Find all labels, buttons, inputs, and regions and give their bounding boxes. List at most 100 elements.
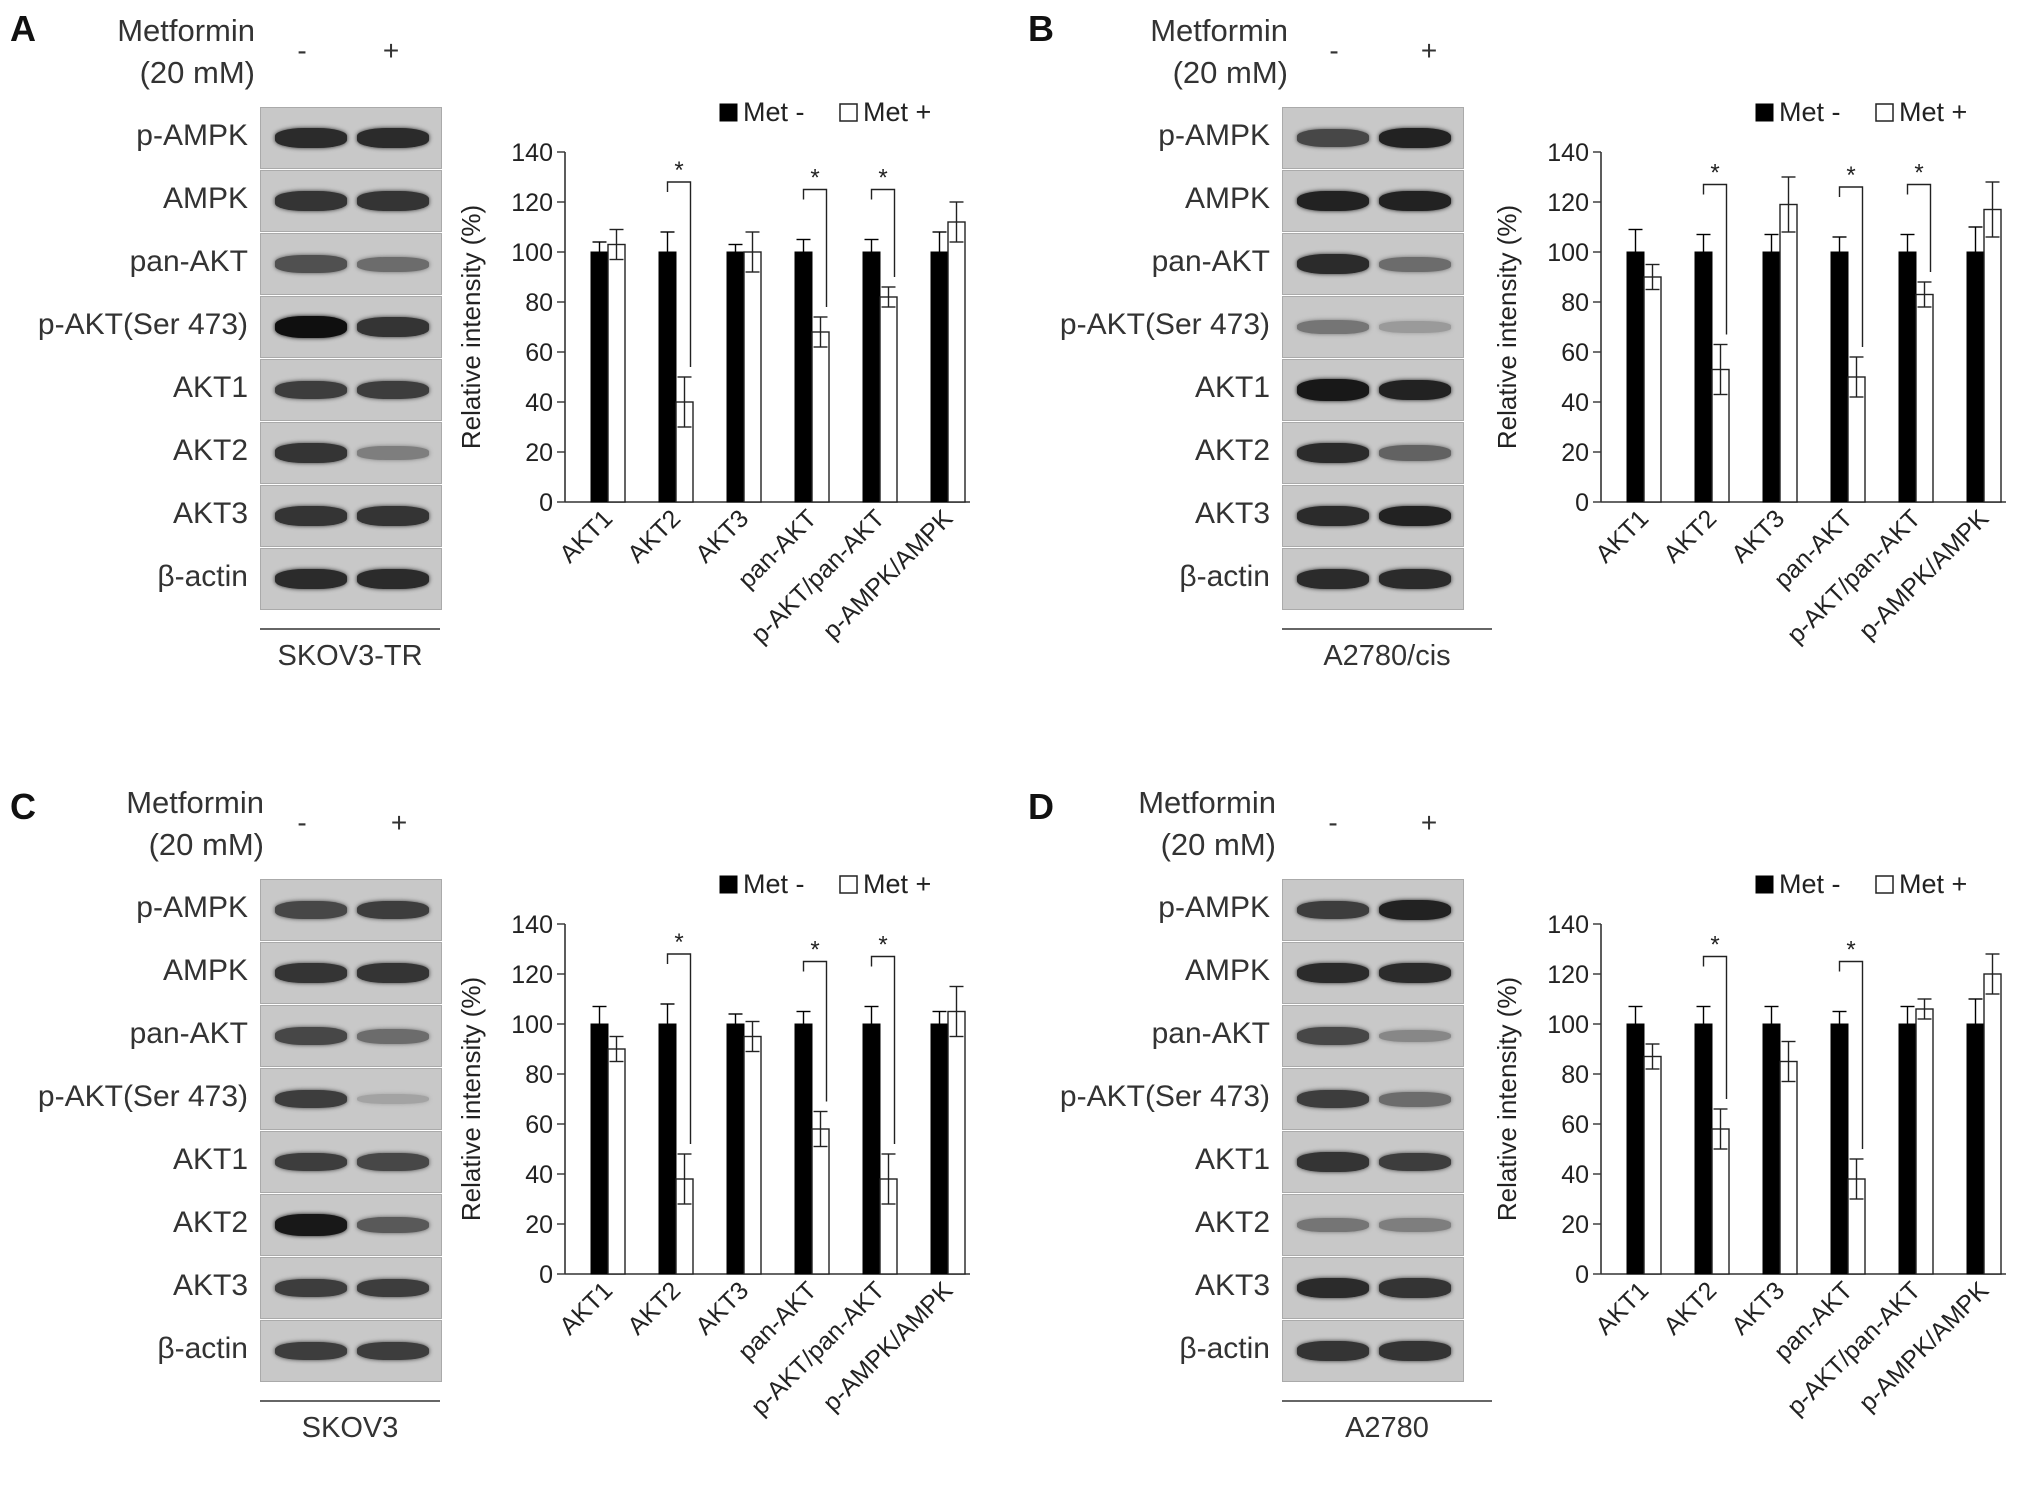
y-tick-label: 120 xyxy=(1547,961,1589,989)
band-control xyxy=(275,191,347,211)
protein-label: pan-AKT xyxy=(1151,245,1270,278)
y-tick-label: 40 xyxy=(1561,389,1589,417)
bar-met-minus xyxy=(1830,1023,1849,1275)
treatment-name: Metformin xyxy=(1138,785,1276,820)
band-control xyxy=(275,1214,347,1236)
legend-label: Met - xyxy=(743,97,805,127)
significance-star: * xyxy=(1710,160,1719,187)
treatment-dose: (20 mM) xyxy=(139,55,255,90)
band-metformin xyxy=(357,1278,429,1298)
y-tick-label: 140 xyxy=(511,139,553,167)
blot-row xyxy=(260,879,442,941)
treatment-label: Metformin (20 mM) xyxy=(64,782,264,866)
cell-line-label: SKOV3 xyxy=(301,1412,399,1444)
blot-row xyxy=(1282,1131,1464,1193)
bar-met-plus xyxy=(1983,208,2002,503)
y-tick-label: 40 xyxy=(525,389,553,417)
bar-met-plus xyxy=(1779,203,1798,503)
y-tick-label: 80 xyxy=(525,1061,553,1089)
band-control xyxy=(275,1278,347,1298)
bar-chart: Met - Met + 0 20 40 60 80 100 120 140 Relative int… xyxy=(456,97,970,649)
protein-label: AKT1 xyxy=(172,371,248,404)
y-tick-label: 60 xyxy=(525,1111,553,1139)
band-control xyxy=(1297,1089,1369,1109)
x-tick-label: AKT1 xyxy=(554,1276,618,1340)
y-tick-label: 0 xyxy=(1575,489,1589,517)
protein-label: AKT3 xyxy=(1194,497,1270,530)
band-metformin xyxy=(1379,1152,1451,1172)
y-tick-label: 120 xyxy=(511,961,553,989)
band-metformin xyxy=(1379,445,1451,461)
panel-letter: C xyxy=(10,786,36,827)
bar-met-minus xyxy=(1898,1023,1917,1275)
legend-swatch-met-minus xyxy=(1755,103,1774,122)
blot-row xyxy=(260,1320,442,1382)
bar-met-plus xyxy=(1983,973,2002,1275)
protein-label: AKT1 xyxy=(172,1143,248,1176)
y-tick-label: 140 xyxy=(511,911,553,939)
blot-row xyxy=(260,1257,442,1319)
bar-met-minus xyxy=(1966,251,1985,503)
protein-label: β-actin xyxy=(157,1332,248,1365)
significance-bracket xyxy=(870,955,896,1144)
bar-met-plus xyxy=(811,1128,830,1275)
blot-row xyxy=(1282,233,1464,295)
significance-bracket xyxy=(1838,960,1864,1149)
bar-met-plus xyxy=(1915,1008,1934,1275)
band-metformin xyxy=(357,446,429,460)
plus-sign: + xyxy=(1420,35,1438,66)
bar-met-plus xyxy=(1711,1128,1730,1275)
blot-row xyxy=(1282,170,1464,232)
bar-met-plus xyxy=(1915,293,1934,503)
panel-letter: D xyxy=(1028,786,1054,827)
x-tick-label: AKT2 xyxy=(622,504,686,568)
bar-met-plus xyxy=(743,251,762,503)
treatment-label: Metformin (20 mM) xyxy=(55,10,255,94)
blot-row xyxy=(1282,422,1464,484)
y-tick-label: 20 xyxy=(525,1211,553,1239)
blot-row xyxy=(1282,1005,1464,1067)
significance-star: * xyxy=(878,932,887,959)
protein-label: AKT1 xyxy=(1194,371,1270,404)
bar-met-minus xyxy=(930,251,949,503)
treatment-name: Metformin xyxy=(117,13,255,48)
band-metformin xyxy=(357,1028,429,1044)
protein-label: AKT2 xyxy=(1194,434,1270,467)
legend-label: Met + xyxy=(863,869,931,899)
band-metformin xyxy=(1379,505,1451,527)
band-control xyxy=(1297,900,1369,920)
blot-row xyxy=(260,233,442,295)
bar-met-minus xyxy=(1694,1023,1713,1275)
significance-bracket xyxy=(870,188,896,277)
band-control xyxy=(1297,1027,1369,1045)
band-metformin xyxy=(1379,190,1451,212)
bar-met-plus xyxy=(607,243,626,503)
y-tick-label: 140 xyxy=(1547,139,1589,167)
significance-star: * xyxy=(878,165,887,192)
protein-label: p-AMPK xyxy=(1158,119,1270,152)
significance-bracket xyxy=(802,960,828,1102)
band-metformin xyxy=(1379,1278,1451,1298)
protein-label: p-AKT(Ser 473) xyxy=(37,1080,248,1113)
bar-met-minus xyxy=(1626,1023,1645,1275)
band-control xyxy=(1297,379,1369,401)
band-metformin xyxy=(1379,899,1451,921)
x-tick-label: AKT3 xyxy=(1726,504,1790,568)
bar-met-minus xyxy=(726,1023,745,1275)
legend-label: Met + xyxy=(1899,97,1967,127)
treatment-dose: (20 mM) xyxy=(1172,55,1288,90)
y-tick-label: 20 xyxy=(525,439,553,467)
legend: Met - Met + xyxy=(719,869,931,899)
bar-met-minus xyxy=(1762,1023,1781,1275)
bar-chart: Met - Met + 0 20 40 60 80 100 120 140 Relative int… xyxy=(456,869,970,1421)
band-control xyxy=(275,443,347,463)
significance-star: * xyxy=(674,157,683,184)
band-control xyxy=(275,901,347,919)
significance-star: * xyxy=(1846,937,1855,964)
x-tick-label: AKT1 xyxy=(554,504,618,568)
protein-label: AKT3 xyxy=(172,497,248,530)
blot-row xyxy=(1282,879,1464,941)
band-control xyxy=(275,506,347,526)
blot-row xyxy=(260,548,442,610)
x-tick-label: AKT2 xyxy=(1658,504,1722,568)
